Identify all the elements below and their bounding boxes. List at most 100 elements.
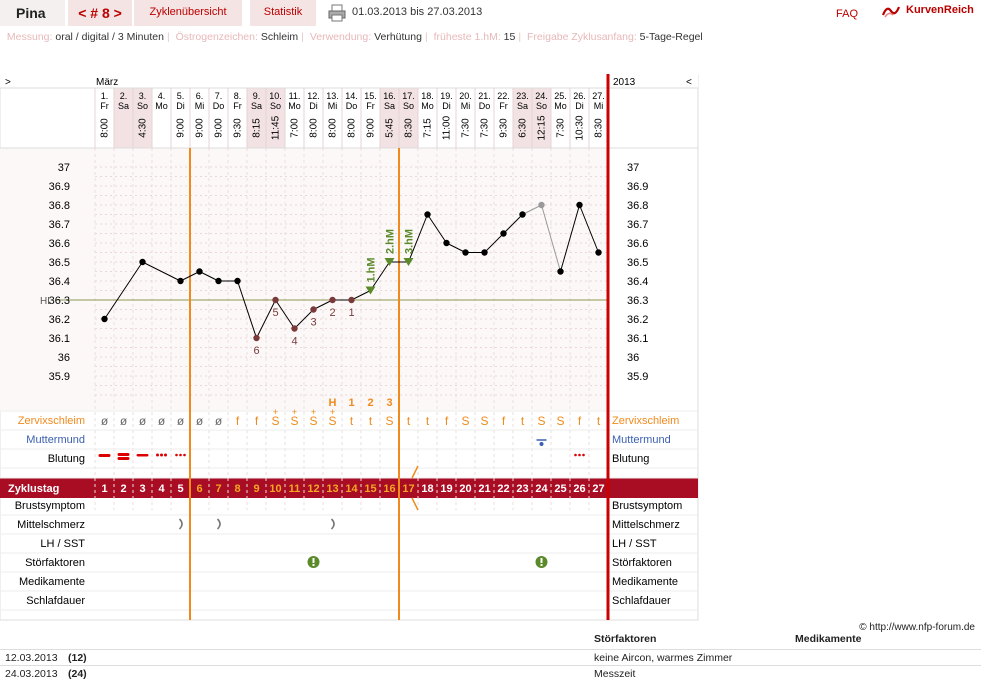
y-tick-left: 36.9 [49,181,70,193]
weekday-label: Do [213,101,225,111]
meta-value: Verhütung [374,31,422,43]
spotting-dot [578,453,581,457]
cycle-day-label: Zyklustag [8,483,59,495]
temp-point [519,211,526,218]
temp-point [234,277,241,285]
y-tick-right: 36.1 [627,333,648,345]
symptom-row-label-right: Schlafdauer [612,595,671,607]
temp-point [139,258,146,266]
temp-point [481,249,488,256]
spotting-dot [582,453,585,457]
meta-value: 15 [503,31,516,43]
date-range: 01.03.2013 bis 27.03.2013 [352,6,483,18]
cycle-day-number: 19 [440,483,452,495]
spotting-dot [179,453,182,457]
cycle-navigator[interactable]: < # 8 > [68,0,132,26]
weekday-label: Mo [288,101,301,111]
meta-label: Freigabe Zyklusanfang: [527,31,637,43]
weekday-label: Di [176,101,185,111]
weekday-label: Mi [195,101,205,111]
measurement-time: 9:30 [499,118,510,138]
y-tick-right: 36.6 [627,238,648,250]
cycle-day-number: 6 [196,483,202,495]
lower-measurement-label: 4 [291,336,297,348]
nav-next: < [686,77,692,88]
higher-measurement-marker [384,258,395,266]
note-date: 24.03.2013 [5,668,58,680]
measurement-meta: Messung: oral / digital / 3 Minuten | Öst… [6,31,703,43]
higher-measurement-label: 2.hM [385,229,397,254]
symptom-row-label: Mittelschmerz [17,519,85,531]
meta-value: Schleim [260,31,299,43]
day-number: 21. [478,91,491,101]
cycle-day-number: 12 [307,483,319,495]
weekday-label: Fr [499,101,508,111]
y-tick-left: 36.4 [49,276,70,288]
cervix-position-row-label: Muttermund [26,434,85,446]
weekday-label: Do [346,101,358,111]
cervix-symbol: ø [158,414,166,428]
faq-link[interactable]: FAQ [836,8,859,20]
cervix-symbol: f [578,414,582,428]
weekday-label: Mo [554,101,567,111]
user-name: Pina [0,0,65,26]
symptom-row-label-right: LH / SST [612,538,657,550]
month-row-bg [0,74,698,88]
cycle-overview-link[interactable]: Zyklenübersicht [134,0,242,26]
disturbance-icon-dot [540,564,543,566]
temp-curve-segment [408,214,428,263]
y-tick-right: 36.7 [627,219,648,231]
y-tick-right: 36.8 [627,200,648,212]
y-tick-left: 36.1 [49,333,70,345]
y-tick-left: 36.7 [49,219,70,231]
weekday-label: Mo [155,101,168,111]
weekday-label: Mi [328,101,338,111]
symptom-row-label: Medikamente [19,576,85,588]
weekend-column [247,88,266,148]
measurement-time: 7:30 [461,118,472,138]
print-icon[interactable] [328,4,346,22]
cervix-plus-mark: + [292,407,297,417]
temp-point [177,277,184,285]
y-tick-left: 36.2 [49,314,70,326]
cycle-day-number: 11 [289,483,301,495]
cervix-symbol: S [309,414,317,428]
measurement-time: 12:15 [537,115,548,140]
y-tick-left: 36.5 [49,257,70,269]
temp-curve-segment [541,204,561,272]
cervix-row-label-right: Zervixschleim [612,415,679,427]
cover-line-label: HL [40,296,53,307]
cervix-row-label: Zervixschleim [18,415,85,427]
symptom-row-label-right: Störfaktoren [612,557,672,569]
cervix-symbol: S [461,414,469,428]
meta-value: oral / digital / 3 Minuten [55,31,164,43]
spotting-dot [183,453,186,457]
measurement-time: 9:00 [195,118,206,138]
measurement-time: 7:30 [480,118,491,138]
weekday-label: Sa [384,101,395,111]
cervix-position-dot [539,442,544,446]
measurement-time: 11:45 [271,115,282,140]
day-number: 8. [234,91,242,101]
measurement-time: 8:00 [100,118,111,138]
measurement-time: 8:30 [594,118,605,138]
statistics-link[interactable]: Statistik [250,0,316,26]
y-tick-right: 36.2 [627,314,648,326]
symptom-row-label: Störfaktoren [25,557,85,569]
cervix-symbol: ø [101,414,109,428]
nav-prev: > [5,77,11,88]
disturbance-icon-bar [540,558,543,563]
cycle-day-number: 9 [253,483,259,495]
cervix-symbol: t [521,414,525,428]
cycle-day-number: 25 [554,483,566,495]
weekday-label: Di [575,101,584,111]
cycle-day-number: 21 [478,483,490,495]
temp-point [576,201,583,209]
cycle-day-number: 27 [592,483,604,495]
lower-measurement-label: 5 [272,307,278,319]
logo-text[interactable]: KurvenReich [906,4,974,16]
symptom-row-label-right: Mittelschmerz [612,519,680,531]
cycle-day-number: 26 [573,483,585,495]
logo-icon [881,6,901,18]
temp-curve-segment [446,242,466,253]
